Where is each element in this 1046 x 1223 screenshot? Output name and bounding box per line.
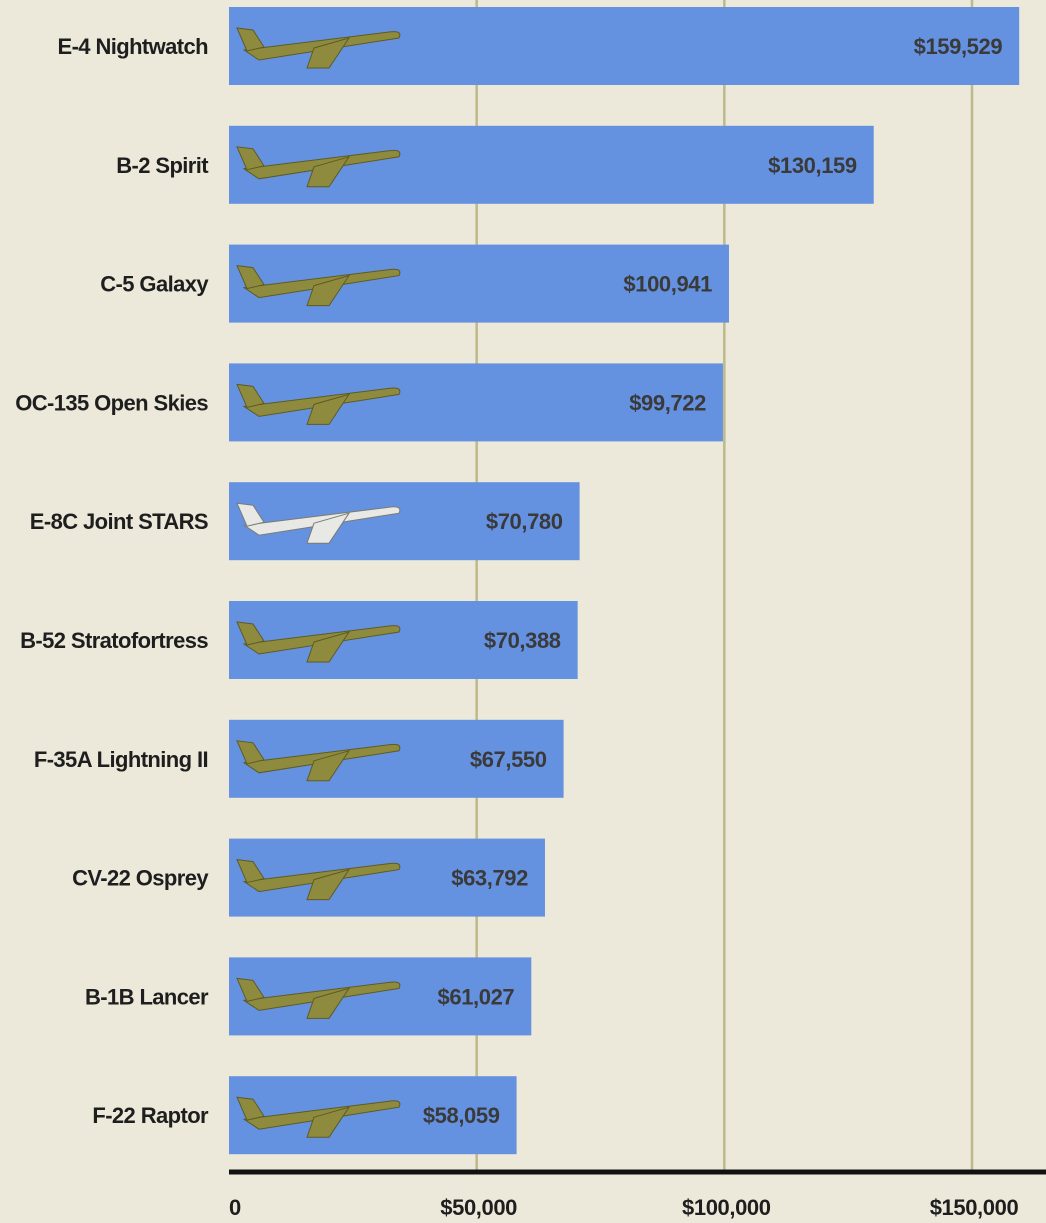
f-35a-lightning-ii-aircraft-icon [236, 740, 401, 782]
aircraft-icons [236, 27, 401, 1138]
value-label-1: $159,529 [914, 34, 1003, 59]
b-2-spirit-aircraft-icon [236, 146, 401, 188]
value-label-5: $70,780 [486, 509, 563, 534]
x-tick-label-0: 0 [229, 1195, 241, 1220]
e-8c-joint-stars-aircraft-icon [236, 502, 401, 544]
value-label-4: $99,722 [629, 390, 706, 415]
value-label-8: $63,792 [451, 866, 528, 891]
value-label-7: $67,550 [470, 747, 547, 772]
e-4-nightwatch-aircraft-icon [236, 27, 401, 69]
x-tick-label-2: $100,000 [682, 1195, 771, 1220]
category-label-1: E-4 Nightwatch [58, 34, 209, 59]
b-1b-lancer-aircraft-icon [236, 977, 401, 1019]
category-label-10: F-22 Raptor [92, 1103, 209, 1128]
cv-22-osprey-aircraft-icon [236, 858, 401, 901]
category-label-9: B-1B Lancer [85, 984, 209, 1009]
category-label-4: OC-135 Open Skies [15, 390, 208, 415]
b-52-stratofortress-aircraft-icon [236, 621, 401, 663]
value-label-10: $58,059 [423, 1103, 500, 1128]
oc-135-open-skies-aircraft-icon [236, 383, 401, 425]
category-label-3: C-5 Galaxy [100, 272, 209, 297]
category-label-5: E-8C Joint STARS [30, 509, 208, 534]
value-label-2: $130,159 [768, 153, 857, 178]
x-axis: 0 $50,000 $100,000 $150,000 [229, 1169, 1046, 1220]
category-label-6: B-52 Stratofortress [20, 628, 208, 653]
bar-1 [229, 7, 1020, 85]
labels: E-4 Nightwatch $159,529 B-2 Spirit $130,159… [15, 34, 1003, 1128]
c-5-galaxy-aircraft-icon [236, 264, 401, 307]
value-label-9: $61,027 [438, 984, 515, 1009]
bars [229, 7, 1020, 1155]
value-label-6: $70,388 [484, 628, 561, 653]
f-22-raptor-aircraft-icon [236, 1096, 401, 1138]
category-label-7: F-35A Lightning II [34, 747, 208, 772]
category-label-2: B-2 Spirit [116, 153, 209, 178]
x-tick-label-3: $150,000 [930, 1195, 1019, 1220]
x-tick-label-1: $50,000 [440, 1195, 517, 1220]
category-label-8: CV-22 Osprey [72, 866, 209, 891]
value-label-3: $100,941 [623, 272, 712, 297]
